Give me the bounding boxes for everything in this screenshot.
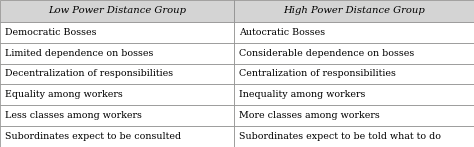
Bar bbox=[0, 22, 234, 43]
Text: Less classes among workers: Less classes among workers bbox=[5, 111, 142, 120]
Bar bbox=[234, 64, 474, 84]
Text: Subordinates expect to be consulted: Subordinates expect to be consulted bbox=[5, 132, 181, 141]
Text: Low Power Distance Group: Low Power Distance Group bbox=[48, 6, 186, 15]
Bar bbox=[234, 22, 474, 43]
Bar bbox=[234, 0, 474, 22]
Text: Considerable dependence on bosses: Considerable dependence on bosses bbox=[239, 49, 414, 58]
Bar bbox=[0, 84, 234, 105]
Bar bbox=[234, 84, 474, 105]
Bar bbox=[0, 0, 234, 22]
Bar bbox=[0, 126, 234, 147]
Bar bbox=[0, 105, 234, 126]
Text: Centralization of responsibilities: Centralization of responsibilities bbox=[239, 69, 396, 78]
Text: High Power Distance Group: High Power Distance Group bbox=[283, 6, 425, 15]
Text: Equality among workers: Equality among workers bbox=[5, 90, 122, 99]
Bar bbox=[0, 43, 234, 64]
Text: Autocratic Bosses: Autocratic Bosses bbox=[239, 28, 325, 37]
Bar bbox=[234, 43, 474, 64]
Bar bbox=[0, 64, 234, 84]
Bar bbox=[234, 105, 474, 126]
Text: Inequality among workers: Inequality among workers bbox=[239, 90, 365, 99]
Text: Limited dependence on bosses: Limited dependence on bosses bbox=[5, 49, 153, 58]
Text: Subordinates expect to be told what to do: Subordinates expect to be told what to d… bbox=[239, 132, 441, 141]
Text: Democratic Bosses: Democratic Bosses bbox=[5, 28, 96, 37]
Text: More classes among workers: More classes among workers bbox=[239, 111, 380, 120]
Text: Decentralization of responsibilities: Decentralization of responsibilities bbox=[5, 69, 173, 78]
Bar bbox=[234, 126, 474, 147]
